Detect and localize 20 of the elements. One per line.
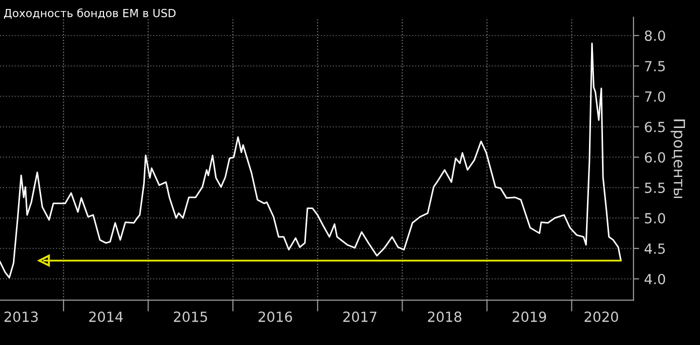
y-tick-label: 7.5: [645, 61, 665, 72]
x-tick-label: 2013: [4, 312, 38, 322]
y-tick-label: 5.5: [644, 182, 665, 194]
x-tick-label: 2018: [428, 312, 462, 322]
y-tick-label: 4.5: [644, 244, 665, 254]
y-tick-label: 6.0: [644, 152, 666, 163]
chart-title: Доходность бондов EM в USD: [4, 8, 176, 19]
y-tick-label: 6.5: [644, 122, 665, 132]
y-tick-label: 5.0: [644, 212, 666, 224]
y-tick-label: 8.0: [644, 30, 666, 41]
line-series: [0, 42, 622, 278]
x-tick-label: 2014: [89, 312, 123, 322]
y-tick-label: 7.0: [645, 91, 666, 102]
x-tick-label: 2017: [343, 312, 376, 322]
y-tick-label: 4.0: [644, 274, 666, 284]
x-tick-label: 2020: [584, 312, 618, 322]
x-tick-label: 2015: [174, 312, 208, 322]
x-tick-label: 2019: [512, 312, 546, 322]
y-axis-title: Проценты: [670, 120, 685, 198]
x-tick-label: 2016: [258, 312, 292, 322]
